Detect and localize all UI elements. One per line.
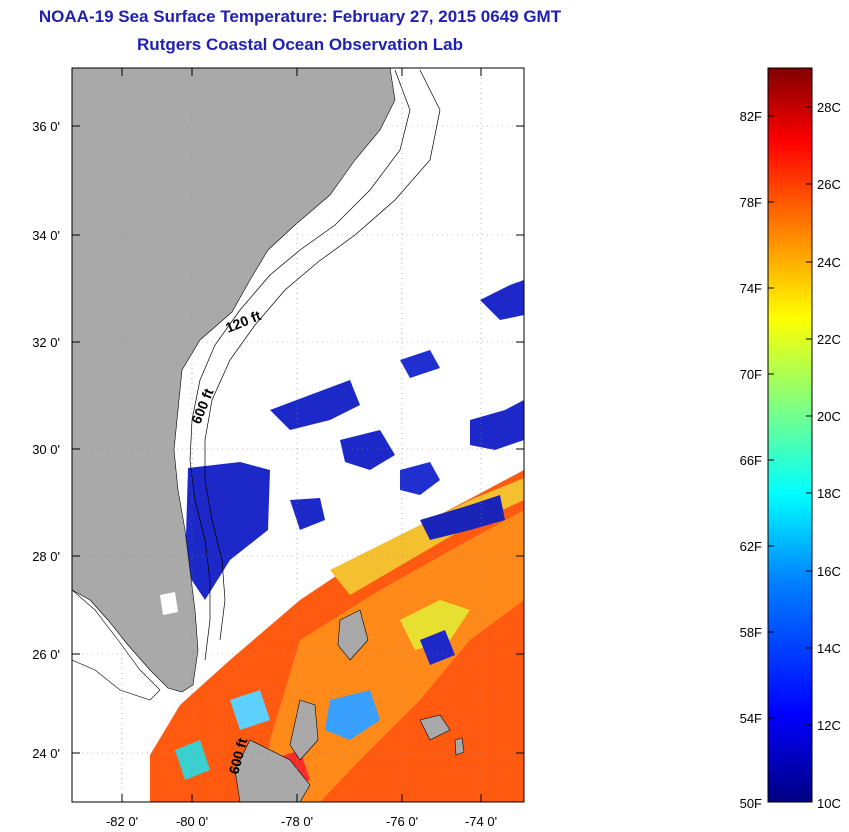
sst-swath xyxy=(150,280,524,802)
graticule xyxy=(72,68,524,802)
cb-f-70: 70F xyxy=(740,367,762,382)
map-title: NOAA-19 Sea Surface Temperature: Februar… xyxy=(38,7,562,26)
map-frame xyxy=(71,67,525,803)
colorbar-ticks xyxy=(768,106,812,726)
colorbar-gradient xyxy=(767,67,813,803)
cb-f-74: 74F xyxy=(740,281,762,296)
land xyxy=(72,68,465,802)
lon-label-82: -82 0' xyxy=(106,814,138,829)
cb-f-66: 66F xyxy=(740,453,762,468)
cb-c-22: 22C xyxy=(817,332,841,347)
cb-c-24: 24C xyxy=(817,255,841,270)
cb-c-10: 10C xyxy=(817,796,841,811)
lat-label-26: 26 0' xyxy=(32,647,60,662)
map-area: 120 ft 600 ft 600 ft xyxy=(72,68,524,802)
bathymetry-contours xyxy=(189,69,441,661)
map-ticks xyxy=(72,68,524,802)
lat-label-36: 36 0' xyxy=(32,119,60,134)
cb-c-26: 26C xyxy=(817,177,841,192)
cb-c-18: 18C xyxy=(817,486,841,501)
cb-c-12: 12C xyxy=(817,718,841,733)
cb-f-62: 62F xyxy=(740,539,762,554)
lat-label-28: 28 0' xyxy=(32,549,60,564)
lon-label-74: -74 0' xyxy=(465,814,497,829)
longitude-labels: -82 0' -80 0' -78 0' -76 0' -74 0' xyxy=(106,814,497,829)
lon-label-78: -78 0' xyxy=(281,814,313,829)
lon-label-76: -76 0' xyxy=(386,814,418,829)
colorbar-fahrenheit-labels: 82F 78F 74F 70F 66F 62F 58F 54F 50F xyxy=(740,109,762,811)
cb-f-78: 78F xyxy=(740,195,762,210)
cb-f-82: 82F xyxy=(740,109,762,124)
cb-c-16: 16C xyxy=(817,564,841,579)
cb-c-14: 14C xyxy=(817,641,841,656)
map-subtitle: Rutgers Coastal Ocean Observation Lab xyxy=(137,35,463,54)
colorbar: 82F 78F 74F 70F 66F 62F 58F 54F 50F 28C … xyxy=(740,67,841,811)
lat-label-30: 30 0' xyxy=(32,442,60,457)
lat-label-34: 34 0' xyxy=(32,228,60,243)
colorbar-celsius-labels: 28C 26C 24C 22C 20C 18C 16C 14C 12C 10C xyxy=(817,100,841,811)
lon-label-80: -80 0' xyxy=(176,814,208,829)
cb-f-50: 50F xyxy=(740,796,762,811)
cb-f-58: 58F xyxy=(740,625,762,640)
lat-label-32: 32 0' xyxy=(32,335,60,350)
cb-c-20: 20C xyxy=(817,409,841,424)
cb-c-28: 28C xyxy=(817,100,841,115)
cb-f-54: 54F xyxy=(740,711,762,726)
latitude-labels: 36 0' 34 0' 32 0' 30 0' 28 0' 26 0' 24 0… xyxy=(32,119,60,761)
lat-label-24: 24 0' xyxy=(32,746,60,761)
